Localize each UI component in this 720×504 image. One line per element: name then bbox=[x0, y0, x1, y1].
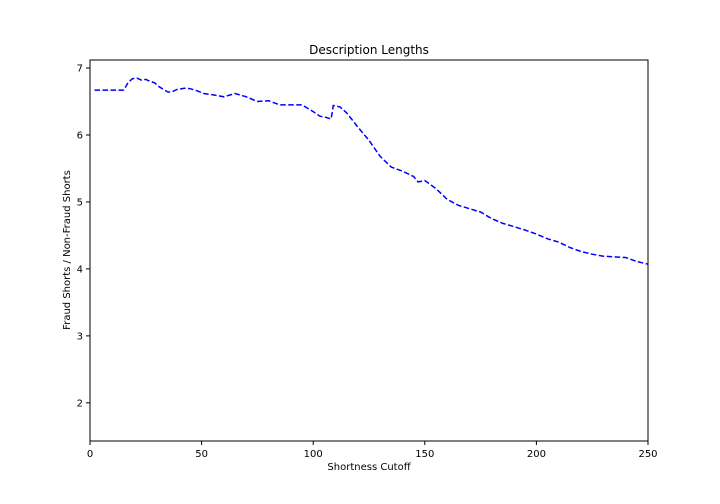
x-tick-label: 0 bbox=[87, 449, 93, 460]
chart-title: Description Lengths bbox=[309, 43, 429, 57]
x-tick-label: 250 bbox=[638, 449, 657, 460]
y-tick-label: 4 bbox=[77, 264, 83, 275]
x-tick-label: 200 bbox=[527, 449, 546, 460]
x-tick-label: 150 bbox=[415, 449, 434, 460]
y-tick-label: 7 bbox=[77, 64, 83, 75]
y-tick-label: 5 bbox=[77, 197, 83, 208]
axis-ticks: 0 50 100 150 200 250 2 3 4 5 6 7 bbox=[77, 64, 658, 460]
y-tick-label: 6 bbox=[77, 130, 83, 141]
plot-frame bbox=[89, 59, 649, 442]
series-line-0 bbox=[94, 77, 649, 265]
y-tick-label: 3 bbox=[77, 331, 83, 342]
x-tick-label: 100 bbox=[304, 449, 323, 460]
y-tick-label: 2 bbox=[77, 398, 83, 409]
plot-area bbox=[94, 77, 649, 265]
x-tick-label: 50 bbox=[195, 449, 208, 460]
x-axis-label: Shortness Cutoff bbox=[327, 462, 411, 473]
y-axis-label: Fraud Shorts / Non-Fraud Shorts bbox=[62, 170, 73, 330]
